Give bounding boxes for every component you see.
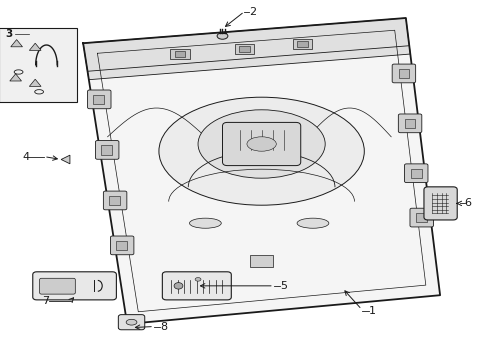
Ellipse shape bbox=[217, 33, 227, 39]
Ellipse shape bbox=[189, 218, 221, 228]
FancyBboxPatch shape bbox=[101, 145, 112, 154]
FancyBboxPatch shape bbox=[404, 119, 415, 128]
FancyBboxPatch shape bbox=[398, 114, 421, 133]
FancyBboxPatch shape bbox=[250, 255, 272, 267]
Ellipse shape bbox=[126, 319, 137, 325]
Polygon shape bbox=[61, 155, 70, 164]
FancyBboxPatch shape bbox=[110, 236, 134, 255]
FancyBboxPatch shape bbox=[33, 272, 116, 300]
FancyBboxPatch shape bbox=[410, 168, 421, 178]
FancyBboxPatch shape bbox=[40, 278, 75, 294]
Polygon shape bbox=[29, 43, 41, 50]
Ellipse shape bbox=[174, 283, 183, 289]
Ellipse shape bbox=[159, 97, 364, 205]
Text: 6: 6 bbox=[464, 198, 470, 208]
FancyBboxPatch shape bbox=[234, 44, 254, 54]
Ellipse shape bbox=[195, 278, 201, 281]
Text: 4: 4 bbox=[22, 152, 29, 162]
Text: 5: 5 bbox=[279, 281, 286, 291]
FancyBboxPatch shape bbox=[103, 191, 126, 210]
FancyBboxPatch shape bbox=[409, 208, 432, 227]
Polygon shape bbox=[29, 79, 41, 86]
Ellipse shape bbox=[198, 110, 325, 178]
Polygon shape bbox=[11, 40, 22, 47]
FancyBboxPatch shape bbox=[87, 90, 111, 109]
FancyBboxPatch shape bbox=[391, 64, 415, 83]
FancyBboxPatch shape bbox=[297, 41, 307, 47]
FancyBboxPatch shape bbox=[95, 140, 119, 159]
FancyBboxPatch shape bbox=[162, 272, 231, 300]
FancyBboxPatch shape bbox=[93, 95, 104, 104]
FancyBboxPatch shape bbox=[170, 49, 189, 59]
Text: 8: 8 bbox=[160, 321, 167, 332]
Ellipse shape bbox=[297, 218, 328, 228]
FancyBboxPatch shape bbox=[222, 122, 300, 166]
FancyBboxPatch shape bbox=[292, 39, 312, 49]
Polygon shape bbox=[83, 18, 409, 80]
FancyBboxPatch shape bbox=[404, 164, 427, 183]
Text: 7: 7 bbox=[41, 296, 49, 306]
FancyBboxPatch shape bbox=[116, 241, 127, 250]
Text: 3: 3 bbox=[5, 29, 12, 39]
FancyBboxPatch shape bbox=[109, 196, 120, 205]
FancyBboxPatch shape bbox=[239, 46, 249, 51]
FancyBboxPatch shape bbox=[174, 51, 185, 57]
FancyBboxPatch shape bbox=[118, 315, 144, 330]
Text: 1: 1 bbox=[368, 306, 375, 316]
FancyBboxPatch shape bbox=[415, 213, 426, 222]
Ellipse shape bbox=[246, 137, 276, 151]
FancyBboxPatch shape bbox=[0, 28, 77, 102]
FancyBboxPatch shape bbox=[398, 69, 408, 78]
Polygon shape bbox=[10, 74, 21, 81]
Polygon shape bbox=[83, 18, 439, 324]
Text: 2: 2 bbox=[249, 6, 256, 17]
FancyBboxPatch shape bbox=[423, 187, 456, 220]
